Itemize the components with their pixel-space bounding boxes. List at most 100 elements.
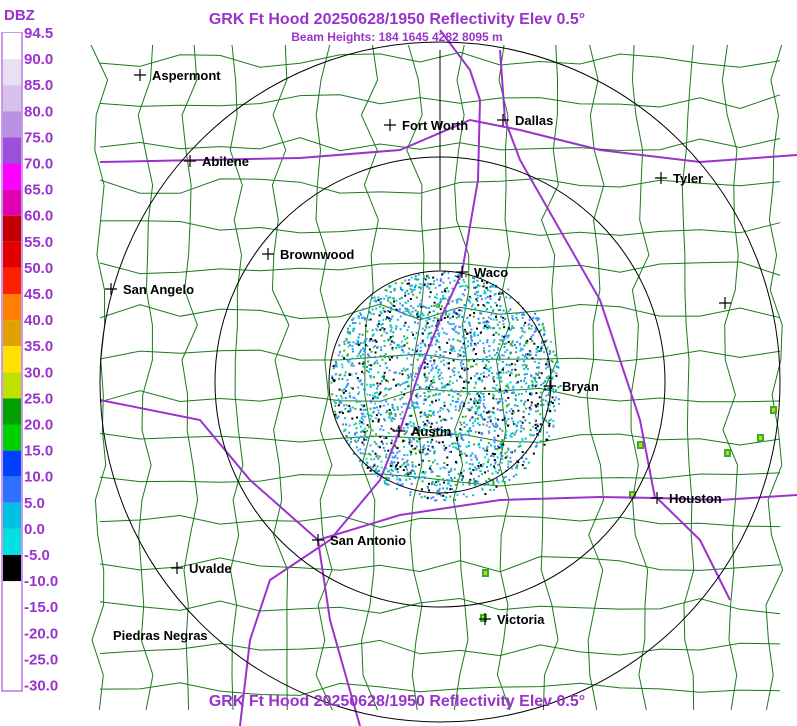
echo	[435, 421, 438, 424]
echo	[426, 429, 429, 432]
echo	[458, 409, 460, 412]
echo	[487, 368, 490, 371]
echo	[334, 402, 337, 404]
city-label: Brownwood	[280, 247, 354, 262]
echo	[372, 411, 375, 414]
echo	[499, 309, 502, 311]
echo	[369, 399, 372, 402]
echo	[485, 281, 488, 284]
echo	[516, 464, 519, 467]
echo	[473, 375, 476, 377]
echo	[448, 362, 450, 365]
echo	[505, 296, 508, 299]
echo	[380, 349, 383, 352]
echo	[430, 471, 433, 474]
city-label: Aspermont	[152, 68, 221, 83]
echo	[514, 343, 516, 346]
echo	[340, 395, 343, 398]
echo	[443, 363, 446, 366]
echo	[344, 371, 347, 374]
echo	[535, 445, 537, 448]
echo	[516, 381, 519, 384]
echo	[378, 314, 381, 317]
echo	[369, 444, 372, 447]
echo	[483, 398, 486, 401]
echo	[531, 317, 534, 320]
echo	[383, 328, 386, 331]
echo	[459, 340, 462, 343]
echo	[501, 458, 504, 461]
echo	[371, 383, 374, 386]
echo	[423, 411, 426, 414]
echo	[499, 296, 502, 299]
echo	[493, 326, 496, 329]
echo	[515, 429, 518, 432]
echo	[377, 412, 380, 415]
echo	[549, 351, 552, 354]
echo	[468, 408, 471, 411]
county-line	[99, 682, 781, 696]
echo	[372, 397, 375, 400]
echo	[407, 377, 410, 379]
echo	[538, 396, 541, 399]
echo	[514, 423, 516, 426]
echo	[476, 408, 479, 411]
echo	[364, 408, 367, 411]
echo	[447, 367, 450, 370]
echo	[536, 425, 539, 428]
echo	[457, 435, 460, 438]
echo	[415, 278, 418, 281]
echo	[508, 410, 511, 413]
echo	[434, 286, 437, 289]
echo	[511, 344, 514, 347]
echo	[475, 372, 478, 375]
echo	[443, 331, 445, 334]
city-label: Austin	[411, 424, 452, 439]
echo	[494, 462, 497, 465]
echo	[452, 311, 455, 314]
highway	[99, 118, 797, 164]
echo	[400, 345, 403, 348]
echo	[360, 417, 363, 420]
legend-label: 70.0	[24, 156, 53, 173]
echo	[460, 479, 463, 482]
echo	[404, 338, 407, 341]
echo	[430, 441, 432, 444]
echo	[442, 466, 445, 469]
echo	[379, 305, 382, 308]
echo	[456, 439, 459, 442]
echo	[423, 495, 426, 498]
echo	[393, 305, 396, 308]
echo	[540, 345, 543, 348]
echo	[469, 398, 472, 401]
echo	[416, 432, 419, 435]
echo	[385, 411, 388, 414]
echo	[509, 297, 512, 300]
echo	[528, 385, 531, 387]
echo	[535, 351, 538, 354]
echo	[389, 329, 392, 332]
echo	[362, 316, 365, 319]
echo	[548, 419, 551, 422]
echo	[409, 494, 412, 496]
echo	[445, 419, 448, 422]
echo	[357, 317, 360, 319]
echo	[545, 394, 548, 397]
echo	[410, 414, 413, 417]
echo	[436, 480, 439, 483]
echo	[421, 354, 424, 357]
echo	[498, 400, 501, 403]
echo	[515, 351, 518, 354]
echo	[544, 388, 547, 391]
echo	[473, 420, 476, 422]
echo	[548, 424, 551, 427]
echo	[405, 431, 408, 434]
echo	[463, 281, 466, 284]
echo	[406, 329, 409, 332]
echo	[432, 310, 435, 313]
echo	[529, 408, 532, 411]
echo	[456, 301, 459, 304]
echo	[450, 323, 453, 326]
echo	[341, 397, 344, 400]
echo	[541, 340, 544, 343]
